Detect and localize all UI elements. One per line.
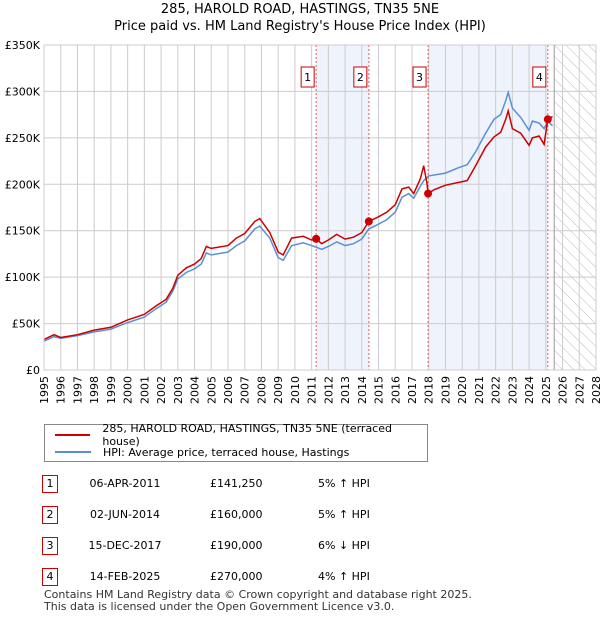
sale-number: 3 [42,537,58,555]
x-tick-label: 2006 [222,376,235,404]
x-tick-label: 2028 [590,376,600,404]
sale-row: 2 02-JUN-2014 £160,000 5% ↑ HPI [0,506,600,526]
sale-number-box [300,66,315,88]
forecast-hatch [554,45,596,370]
sale-hpi-diff: 6% ↓ HPI [318,539,370,552]
chart-subtitle: Price paid vs. HM Land Registry's House … [114,19,486,34]
x-tick-label: 2017 [406,376,419,404]
chart-title: 285, HAROLD ROAD, HASTINGS, TN35 5NE [160,2,440,17]
price-chart: 1995 1996 1997 1998 1999 2000 2001 2002 2003 2004… [5,39,600,404]
sale-price: £190,000 [210,539,263,552]
x-tick-label: 2025 [540,376,553,404]
sale-number-label: 2 [357,71,364,84]
sale-hpi-diff: 5% ↑ HPI [318,508,370,521]
y-tick-label: £350K [5,39,41,52]
x-tick-label: 2012 [322,376,335,404]
x-tick-label: 2021 [473,376,486,404]
sale-number-label: 4 [536,71,543,84]
sale-price: £270,000 [210,570,263,583]
x-tick-label: 2022 [490,376,503,404]
legend-item-price: 285, HAROLD ROAD, HASTINGS, TN35 5NE (te… [55,422,427,448]
x-tick-label: 1996 [55,376,68,404]
x-tick-label: 2001 [138,376,151,404]
sale-date: 02-JUN-2014 [89,508,161,521]
plot-border [43,44,597,371]
sale-date: 15-DEC-2017 [88,539,162,552]
x-tick-label: 2024 [523,376,536,404]
x-tick-label: 2020 [456,376,469,404]
y-tick-label: £50K [12,318,41,331]
footer-licence: This data is licensed under the Open Gov… [44,600,395,613]
x-tick-label: 2010 [289,376,302,404]
x-tick-label: 2008 [255,376,268,404]
sale-row: 4 14-FEB-2025 £270,000 4% ↑ HPI [0,568,600,588]
sale-number-label: 1 [304,71,311,84]
sale-point [424,189,433,198]
sale-number-box [412,66,427,88]
sale-row: 1 06-APR-2011 £141,250 5% ↑ HPI [0,475,600,495]
x-tick-label: 2009 [272,376,285,404]
x-tick-label: 2014 [356,376,369,404]
x-tick-label: 2016 [389,376,402,404]
x-tick-label: 2023 [506,376,519,404]
sale-point [364,217,373,226]
x-tick-label: 2002 [155,376,168,404]
x-tick-label: 2005 [205,376,218,404]
x-tick-label: 2013 [339,376,352,404]
legend-item-hpi: HPI: Average price, terraced house, Hast… [55,444,349,460]
footer: Contains HM Land Registry data © Crown c… [44,589,472,613]
y-tick-label: £150K [5,225,41,238]
shaded-period-1 [316,45,369,370]
sale-price: £141,250 [210,477,263,490]
legend-swatch-price [55,434,91,436]
x-tick-label: 2026 [557,376,570,404]
x-tick-label: 2004 [189,376,202,404]
sale-number: 1 [42,475,58,493]
sale-hpi-diff: 4% ↑ HPI [318,570,370,583]
y-tick-label: £200K [5,178,41,191]
sale-point [312,234,321,243]
shaded-period-2 [428,45,548,370]
sale-number-box [353,66,368,88]
x-tick-label: 1999 [105,376,118,404]
x-tick-label: 2007 [239,376,252,404]
sale-price: £160,000 [210,508,263,521]
hpi-line [44,89,554,342]
y-tick-label: £250K [5,132,41,145]
x-tick-label: 2019 [439,376,452,404]
sale-number-label: 3 [416,71,423,84]
legend-swatch-hpi [55,451,91,453]
x-tick-label: 2027 [573,376,586,404]
x-tick-label: 1995 [38,376,51,404]
price-line [44,107,553,341]
x-tick-label: 2018 [423,376,436,404]
x-tick-label: 1997 [71,376,84,404]
x-tick-label: 2015 [373,376,386,404]
sale-row: 3 15-DEC-2017 £190,000 6% ↓ HPI [0,537,600,557]
sale-point [543,115,552,124]
sale-date: 06-APR-2011 [89,477,161,490]
sale-number: 4 [42,568,58,586]
x-tick-label: 1998 [88,376,101,404]
legend-label-price: 285, HAROLD ROAD, HASTINGS, TN35 5NE (te… [102,422,392,448]
sale-hpi-diff: 5% ↑ HPI [318,477,370,490]
x-tick-label: 2011 [306,376,319,404]
sale-number: 2 [42,506,58,524]
sale-date: 14-FEB-2025 [89,570,161,583]
y-tick-label: £300K [5,85,41,98]
footer-copyright: Contains HM Land Registry data © Crown c… [44,588,472,601]
sale-number-box [532,66,547,88]
x-tick-label: 2000 [122,376,135,404]
y-tick-label: £100K [5,271,41,284]
legend: 285, HAROLD ROAD, HASTINGS, TN35 5NE (te… [44,422,428,462]
x-tick-label: 2003 [172,376,185,404]
y-tick-label: £0 [26,364,40,377]
legend-label-hpi: HPI: Average price, terraced house, Hast… [103,445,350,459]
